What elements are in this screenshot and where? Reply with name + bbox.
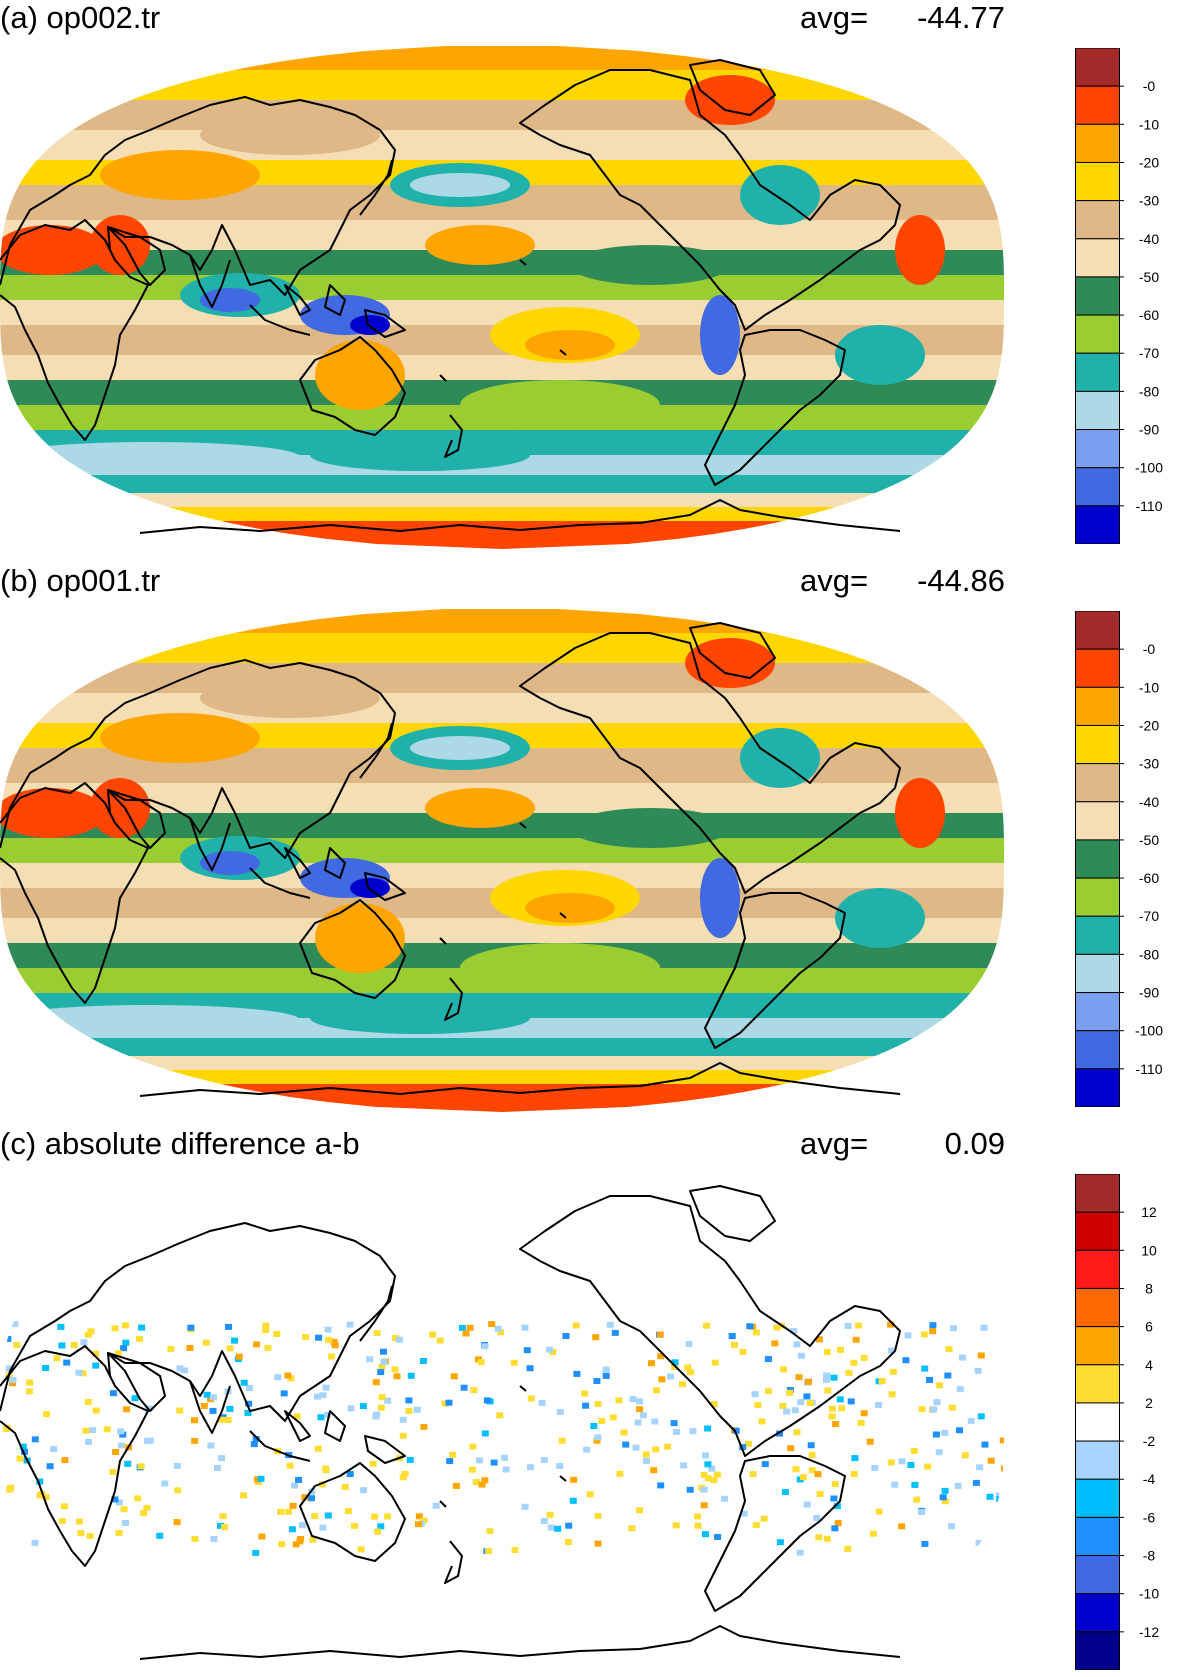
colorbar-label: 12 [1141, 1204, 1157, 1220]
colorbar-label: -10 [1139, 116, 1159, 132]
colorbar-label: -70 [1139, 908, 1159, 924]
colorbar-label: -0 [1143, 641, 1156, 657]
colorbar-swatch [1075, 877, 1120, 917]
colorbar-swatch [1075, 686, 1120, 726]
colorbar-label: -80 [1139, 946, 1159, 962]
colorbar-swatch [1075, 1364, 1120, 1404]
colorbar-label: -8 [1143, 1548, 1156, 1564]
colorbar-swatch [1075, 763, 1120, 803]
colorbar-label: -10 [1139, 679, 1159, 695]
colorbar-swatch [1075, 161, 1120, 202]
colorbar-label: -90 [1139, 422, 1159, 438]
coastline-layer [0, 622, 901, 1097]
colorbar-swatch [1075, 1516, 1120, 1557]
colorbar-b: -0 -10 -20 -30 -40 -50 -60 -70 -80 -90 -100 -110 [1075, 611, 1163, 1107]
colorbar-label: -80 [1139, 383, 1159, 399]
colorbar-swatch [1075, 1287, 1120, 1328]
colorbar-label: -20 [1139, 154, 1159, 170]
colorbar-swatch [1075, 314, 1120, 354]
avg-label: avg= [800, 0, 869, 35]
colorbar-swatch [1075, 992, 1120, 1032]
colorbar-swatch [1075, 953, 1120, 994]
colorbar-label: 2 [1145, 1395, 1153, 1411]
colorbar-label: -110 [1136, 498, 1163, 514]
colorbar-swatch [1075, 1440, 1120, 1480]
avg-label: avg= [800, 1126, 869, 1161]
colorbar-label: 8 [1145, 1280, 1153, 1296]
colorbar-swatch [1075, 1478, 1120, 1518]
panel-title: (a) op002.tr [0, 0, 161, 35]
difference-scatter-layer [0, 1321, 1004, 1556]
colorbar-label: -60 [1139, 870, 1159, 886]
colorbar-swatch [1075, 1174, 1120, 1213]
colorbar-label: -50 [1139, 269, 1159, 285]
panel-a: (a) op002.tr avg= -44.77 -0 -10 -20 -30 -40-… [0, 0, 1191, 560]
field-layer [0, 46, 1004, 549]
colorbar-swatch [1075, 1211, 1120, 1251]
field-layer [0, 609, 1004, 1112]
colorbar-label: -50 [1139, 832, 1159, 848]
colorbar-label: 4 [1145, 1357, 1153, 1373]
colorbar-label: -2 [1143, 1433, 1156, 1449]
colorbar-swatch [1075, 724, 1120, 765]
colorbar-swatch [1075, 467, 1120, 507]
colorbar-c: 12 10 8 6 4 2 -2 -4 -6 -8 -10 -12 [1075, 1174, 1159, 1670]
colorbar-label: 10 [1141, 1242, 1157, 1258]
colorbar-label: -12 [1139, 1624, 1159, 1640]
colorbar-label: -110 [1136, 1061, 1163, 1077]
colorbar-swatch [1075, 200, 1120, 240]
colorbar-label: -10 [1139, 1586, 1159, 1602]
colorbar-label: -60 [1139, 307, 1159, 323]
colorbar-swatch [1075, 839, 1120, 879]
colorbar-label: -0 [1143, 78, 1156, 94]
map-panel-a [0, 46, 1004, 549]
panel-title: (c) absolute difference a-b [0, 1126, 360, 1161]
colorbar-swatch [1075, 1555, 1120, 1595]
avg-label: avg= [800, 563, 869, 598]
colorbar-label: -100 [1135, 1023, 1163, 1039]
colorbar-label: -6 [1143, 1509, 1156, 1525]
colorbar-label: -40 [1139, 231, 1159, 247]
colorbar-a: -0 -10 -20 -30 -40 -50 -60 -70 -80 -90 -100 -110 [1075, 48, 1163, 544]
colorbar-swatch [1075, 611, 1120, 650]
colorbar-swatch [1075, 48, 1120, 87]
map-panel-c [0, 1185, 1004, 1660]
colorbar-label: -90 [1139, 985, 1159, 1001]
avg-value: 0.09 [944, 1126, 1005, 1161]
map-panel-b [0, 609, 1004, 1112]
colorbar-label: -30 [1139, 193, 1159, 209]
avg-value: -44.86 [917, 563, 1005, 598]
colorbar-swatch [1075, 1631, 1120, 1670]
colorbar-label: 6 [1145, 1319, 1153, 1335]
colorbar-swatch [1075, 390, 1120, 431]
colorbar-label: -30 [1139, 756, 1159, 772]
colorbar-swatch [1075, 1326, 1120, 1366]
avg-value: -44.77 [917, 0, 1005, 35]
colorbar-swatch [1075, 276, 1120, 316]
colorbar-swatch [1075, 352, 1120, 392]
colorbar-swatch [1075, 1249, 1120, 1289]
panel-b: (b) op001.tr avg= -44.86 -0 -10 -20 -30 -40-… [0, 563, 1191, 1123]
coastline-layer [0, 59, 901, 534]
colorbar-swatch [1075, 238, 1120, 278]
colorbar-swatch [1075, 1593, 1120, 1633]
colorbar-swatch [1075, 505, 1120, 544]
colorbar-label: -70 [1139, 345, 1159, 361]
colorbar-swatch [1075, 1068, 1120, 1107]
colorbar-label: -4 [1143, 1471, 1156, 1487]
panel-title: (b) op001.tr [0, 563, 161, 598]
colorbar-swatch [1075, 85, 1120, 125]
panel-c: (c) absolute difference a-b avg= 0.09 12… [0, 1126, 1191, 1676]
colorbar-swatch [1075, 801, 1120, 841]
colorbar-label: -20 [1139, 717, 1159, 733]
colorbar-swatch [1075, 1030, 1120, 1070]
colorbar-label: -40 [1139, 794, 1159, 810]
colorbar-swatch [1075, 648, 1120, 688]
coastline-layer [0, 1185, 901, 1660]
colorbar-swatch [1075, 1402, 1120, 1442]
colorbar-swatch [1075, 915, 1120, 955]
colorbar-label: -100 [1135, 460, 1163, 476]
colorbar-swatch [1075, 429, 1120, 469]
colorbar-swatch [1075, 123, 1120, 163]
